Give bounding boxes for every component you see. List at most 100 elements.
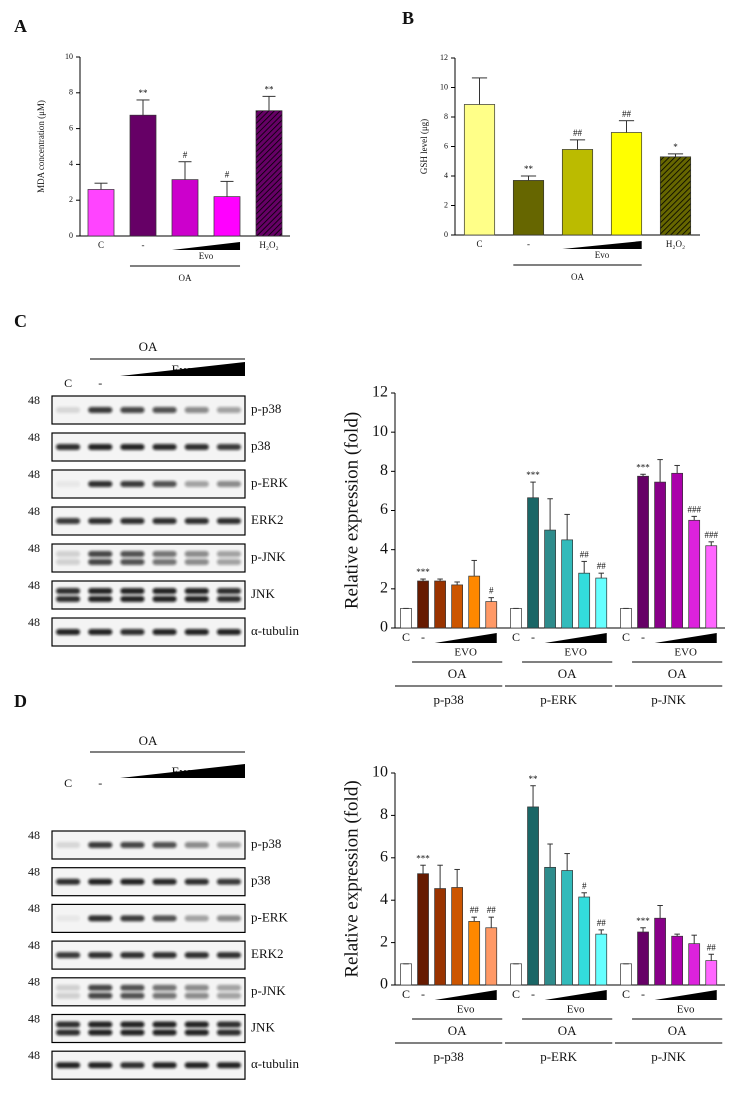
bar [705,545,718,629]
treatment-label: Evo [677,1004,695,1016]
x-tick-label: - [531,630,535,644]
significance-mark: *** [526,470,540,480]
error-bar [618,120,635,133]
bar [544,529,556,629]
panel-label: D [14,691,27,711]
significance-mark: *** [416,853,430,863]
y-tick-label: 0 [380,619,388,636]
blot-band [216,992,241,999]
bar [510,963,522,986]
blot-band [184,1062,209,1069]
blot-band [120,1062,145,1069]
significance-mark: # [489,586,494,596]
blot-band [120,629,145,635]
blot-label: p-p38 [251,401,281,416]
y-axis-label: Relative expression (fold) [341,780,362,977]
error-bar [691,515,697,521]
blot-band [88,1062,113,1069]
dose-wedge [171,242,241,250]
bar [578,896,591,986]
blot-band [216,481,241,487]
blot-band [56,1029,81,1036]
blot-band [120,1029,145,1036]
blot-band [120,444,145,450]
bar [610,132,643,236]
error-bar [420,864,426,874]
blot-label: ERK2 [251,946,284,961]
bar [561,539,574,629]
significance-mark: ** [529,774,539,784]
condition-label: OA [139,339,158,354]
error-bar [471,559,477,577]
blot-band [216,444,241,450]
bar [255,110,283,237]
dose-wedge [654,990,717,1000]
size-marker: 48 [28,467,40,481]
error-bar [598,929,604,935]
blot-label: ERK2 [251,512,284,527]
blot-frame [51,867,246,897]
error-bar [657,459,663,483]
blot-band [216,1021,241,1028]
blot-band [56,915,81,922]
blot-band [56,992,81,999]
blot-band [184,481,209,487]
blot-band [184,915,209,922]
blot-band [56,559,81,565]
bar [561,149,594,236]
blot-band [88,596,113,602]
blot-frame [51,617,246,647]
blot-band [152,629,177,635]
blot-label: p-p38 [251,836,281,851]
bar [451,887,463,986]
panel-label: A [14,16,27,36]
group-label: p-JNK [651,1049,686,1064]
bar [595,577,608,629]
blot-band [184,842,209,848]
group-label: p-p38 [433,692,463,707]
bar [434,580,446,629]
bar [688,943,701,986]
blot-band [216,1029,241,1036]
blot-band [216,878,241,885]
blot-band [120,407,145,413]
blot-band [216,551,241,557]
blot-band [152,878,177,885]
error-bar [708,953,714,961]
blot-band [88,984,113,991]
significance-mark: ## [597,561,607,571]
condition-label: OA [558,1023,577,1038]
y-tick-label: 4 [380,891,388,908]
lane-label: C [64,376,72,390]
significance-mark: # [183,150,188,160]
significance-mark: * [673,142,678,152]
blot-band [120,984,145,991]
condition-label: OA [558,666,577,681]
bar [485,927,498,986]
bar [485,601,498,629]
x-tick-label: C [402,987,410,1001]
bar [620,608,632,629]
treatment-label: Evo [595,250,610,260]
error-bar [437,578,443,581]
blot-band [152,984,177,991]
significance-mark: ## [580,549,590,559]
size-marker: 48 [28,938,40,952]
dose-wedge [434,990,497,1000]
blot-band [216,984,241,991]
group-label: p-ERK [540,1049,577,1064]
dose-wedge [120,764,245,778]
blot-label: p38 [251,438,271,453]
blot-band [120,559,145,565]
blot-band [184,878,209,885]
blot-band [152,551,177,557]
size-marker: 48 [28,828,40,842]
blot-frame [51,903,246,934]
blot-band [120,518,145,524]
blot-band [216,518,241,524]
size-marker: 48 [28,864,40,878]
blot-band [152,1029,177,1036]
blot-band [88,878,113,885]
x-tick-label: C [98,240,104,250]
error-bar [94,182,108,190]
